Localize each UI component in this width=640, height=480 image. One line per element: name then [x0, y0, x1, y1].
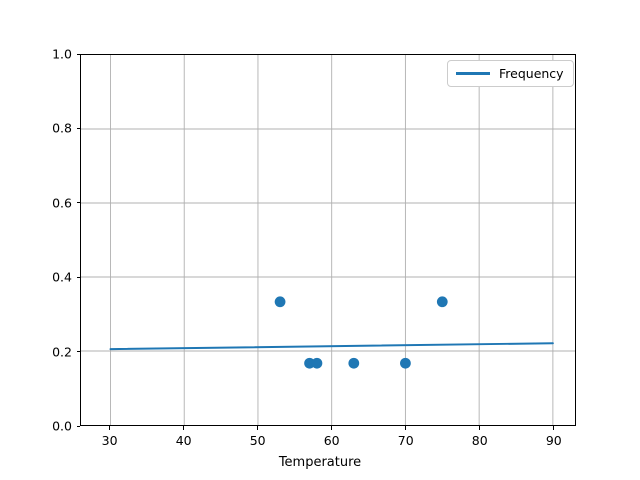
y-tick-label: 0.6 — [52, 195, 72, 211]
plot-area — [80, 54, 576, 426]
y-tick-label: 0.2 — [52, 344, 72, 360]
y-tick-mark — [76, 202, 80, 204]
y-tick-label: 1.0 — [52, 46, 72, 62]
y-tick-label: 0.0 — [52, 418, 72, 434]
scatter-point — [274, 296, 286, 308]
x-tick-label: 60 — [323, 433, 340, 448]
x-tick-mark — [553, 426, 555, 430]
scatter-point — [311, 357, 323, 369]
y-tick-mark — [76, 351, 80, 353]
x-tick-mark — [479, 426, 481, 430]
x-tick-label: 50 — [249, 433, 266, 448]
legend-label: Frequency — [499, 66, 564, 81]
chart-legend[interactable]: Frequency — [447, 60, 574, 87]
x-tick-mark — [183, 426, 185, 430]
y-tick-label: 0.8 — [52, 120, 72, 136]
x-tick-mark — [331, 426, 333, 430]
x-axis-label: Temperature — [278, 455, 362, 470]
x-tick-mark — [257, 426, 259, 430]
x-tick-label: 90 — [545, 433, 562, 448]
scatter-point — [436, 296, 448, 308]
y-tick-mark — [76, 53, 80, 55]
y-tick-mark — [76, 127, 80, 129]
x-tick-mark — [405, 426, 407, 430]
legend-line-swatch — [456, 72, 490, 75]
x-tick-mark — [109, 426, 111, 430]
scatter-point — [304, 357, 315, 369]
grid-layer — [81, 55, 575, 425]
x-tick-label: 70 — [397, 433, 414, 448]
x-tick-label: 30 — [101, 433, 118, 448]
x-tick-label: 80 — [471, 433, 488, 448]
data-layer — [109, 296, 554, 369]
y-tick-mark — [76, 425, 80, 427]
x-tick-label: 40 — [175, 433, 192, 448]
scatter-point — [348, 357, 360, 369]
scatter-point — [400, 357, 411, 369]
trend-line — [109, 342, 554, 351]
y-tick-mark — [76, 276, 80, 278]
y-tick-label: 0.4 — [52, 269, 72, 285]
